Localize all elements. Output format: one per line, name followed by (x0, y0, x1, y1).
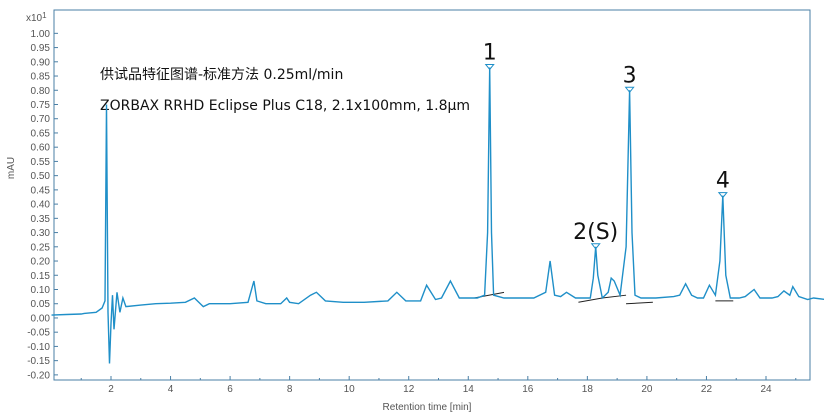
y-exponent-label: x101 (26, 11, 47, 24)
integration-baseline (626, 301, 653, 305)
peak-labels: 1 2(S) 3 4 (483, 40, 730, 250)
y-tick-label: 0.70 (31, 114, 51, 125)
peak-label: 3 (623, 63, 637, 88)
x-tick-label: 12 (403, 384, 415, 395)
y-tick-label: 0.65 (31, 128, 51, 139)
y-tick-label: 0.55 (31, 157, 51, 168)
y-tick-label: 0.45 (31, 185, 51, 196)
y-axis-ticks: -0.20 -0.15 -0.10 -0.05 0.00 0.05 0.10 0.15 0.20… (27, 29, 58, 381)
y-tick-label: 0.20 (31, 257, 51, 268)
y-tick-label: 0.30 (31, 228, 51, 239)
x-tick-label: 24 (760, 384, 772, 395)
y-tick-label: 0.00 (31, 313, 51, 324)
y-tick-label: 0.85 (31, 72, 51, 83)
y-axis-title: mAU (6, 157, 17, 179)
peak-label: 4 (716, 169, 730, 194)
peak-apex-marker (590, 243, 601, 250)
x-axis-title: Retention time [min] (383, 402, 472, 413)
y-tick-label: 0.95 (31, 43, 51, 54)
y-exponent-sup: 1 (42, 11, 47, 20)
x-tick-label: 4 (168, 384, 174, 395)
peak-apex-marker (624, 86, 635, 94)
y-tick-label: 0.10 (31, 285, 51, 296)
y-tick-label: -0.20 (27, 370, 50, 381)
x-tick-label: 6 (227, 384, 233, 395)
y-tick-label: 1.00 (31, 29, 51, 40)
y-tick-label: 0.15 (31, 271, 51, 282)
x-tick-label: 20 (641, 384, 653, 395)
annotation-method: 供试品特征图谱-标准方法 0.25ml/min (100, 67, 343, 83)
peak-label: 1 (483, 40, 497, 65)
y-tick-label: 0.35 (31, 214, 51, 225)
y-tick-label: 0.25 (31, 242, 51, 253)
y-tick-label: 0.90 (31, 57, 51, 68)
y-tick-label: -0.05 (27, 328, 50, 339)
y-tick-label: 0.80 (31, 86, 51, 97)
y-tick-label: 0.75 (31, 100, 51, 111)
x-tick-label: 18 (582, 384, 594, 395)
x-tick-label: 8 (287, 384, 293, 395)
x-tick-label: 10 (344, 384, 356, 395)
x-tick-label: 2 (108, 384, 114, 395)
y-tick-label: -0.15 (27, 356, 50, 367)
plot-frame (53, 9, 811, 381)
y-tick-label: 0.05 (31, 299, 51, 310)
series-line (51, 67, 824, 364)
x-tick-label: 14 (463, 384, 475, 395)
integration-baseline (602, 294, 627, 299)
x-axis-ticks: 2 4 6 8 10 12 14 16 18 20 22 24 (80, 376, 797, 395)
integration-baselines (474, 291, 734, 305)
peak-label: 2(S) (573, 220, 618, 245)
y-tick-label: -0.10 (27, 342, 50, 353)
y-tick-label: 0.40 (31, 200, 51, 211)
y-tick-label: 0.50 (31, 171, 51, 182)
x-tick-label: 16 (522, 384, 534, 395)
integration-baseline (578, 297, 603, 303)
peak-apex-marker (484, 63, 495, 71)
x-tick-label: 22 (701, 384, 713, 395)
annotation-column: ZORBAX RRHD Eclipse Plus C18, 2.1x100mm,… (100, 98, 470, 114)
y-tick-label: 0.60 (31, 143, 51, 154)
peak-apex-marker (717, 192, 728, 199)
